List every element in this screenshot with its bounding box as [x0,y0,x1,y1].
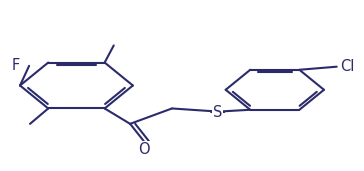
Text: O: O [138,142,150,157]
Text: Cl: Cl [340,59,355,74]
Text: F: F [12,58,20,73]
Text: S: S [213,104,222,120]
